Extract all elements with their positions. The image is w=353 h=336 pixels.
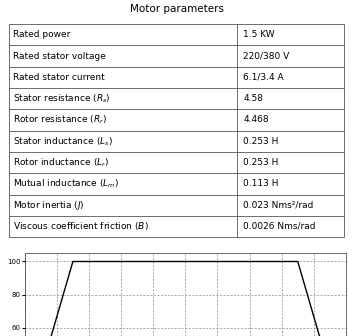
Bar bbox=[9, 24, 344, 237]
Text: Rotor inductance ($L_r$): Rotor inductance ($L_r$) bbox=[13, 156, 109, 169]
Text: 0.113 H: 0.113 H bbox=[243, 179, 279, 188]
Text: 220/380 V: 220/380 V bbox=[243, 52, 289, 60]
Text: Stator resistance ($R_s$): Stator resistance ($R_s$) bbox=[13, 92, 110, 105]
Text: 4.468: 4.468 bbox=[243, 116, 269, 125]
Text: Viscous coefficient friction ($B$): Viscous coefficient friction ($B$) bbox=[13, 220, 149, 233]
Text: 6.1/3.4 A: 6.1/3.4 A bbox=[243, 73, 284, 82]
Text: 0.0026 Nms/rad: 0.0026 Nms/rad bbox=[243, 222, 316, 231]
Text: 4.58: 4.58 bbox=[243, 94, 263, 103]
Text: Mutual inductance ($L_m$): Mutual inductance ($L_m$) bbox=[13, 178, 119, 190]
Text: Rated stator current: Rated stator current bbox=[13, 73, 105, 82]
Text: Rated power: Rated power bbox=[13, 30, 71, 39]
Text: Rated stator voltage: Rated stator voltage bbox=[13, 52, 106, 60]
Text: Motor parameters: Motor parameters bbox=[130, 4, 223, 14]
Text: 0.253 H: 0.253 H bbox=[243, 158, 279, 167]
Text: 1.5 KW: 1.5 KW bbox=[243, 30, 275, 39]
Text: Motor inertia ($J$): Motor inertia ($J$) bbox=[13, 199, 85, 212]
Text: Stator inductance ($L_s$): Stator inductance ($L_s$) bbox=[13, 135, 113, 148]
Text: Rotor resistance ($R_r$): Rotor resistance ($R_r$) bbox=[13, 114, 107, 126]
Text: 0.253 H: 0.253 H bbox=[243, 137, 279, 146]
Text: 0.023 Nms²/rad: 0.023 Nms²/rad bbox=[243, 201, 313, 210]
